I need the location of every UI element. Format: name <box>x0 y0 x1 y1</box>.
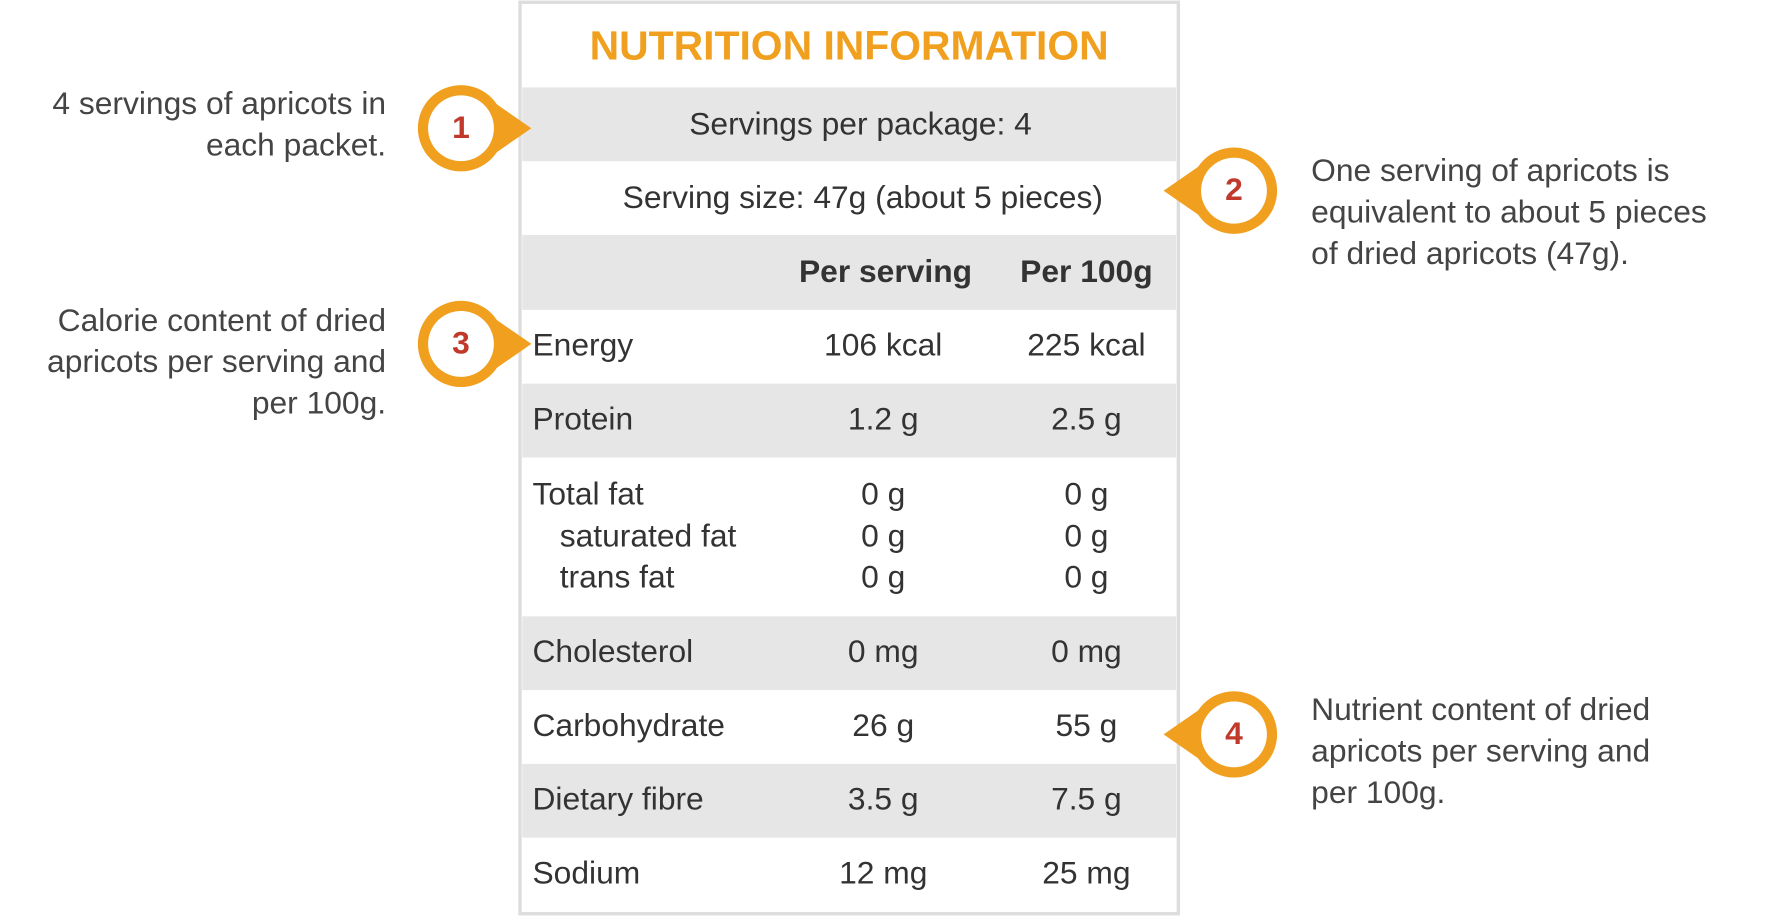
callout-inner <box>428 311 494 377</box>
per-100g-value: 2.5 g <box>1051 401 1122 437</box>
nutrient-label: Cholesterol <box>532 633 693 669</box>
callout-inner <box>428 95 494 162</box>
callout-text: apricots per serving and <box>47 343 386 379</box>
per-100g-value: 0 g <box>1064 517 1108 553</box>
nutrient-label: Energy <box>532 327 633 363</box>
servings-per-package: Servings per package: 4 <box>689 105 1032 141</box>
per-serving-value: 0 g <box>861 517 905 553</box>
callout-number: 3 <box>452 324 470 360</box>
nutrient-label: Protein <box>532 401 633 437</box>
per-100g-value: 225 kcal <box>1027 327 1145 363</box>
nutrient-label: trans fat <box>560 558 675 594</box>
nutrient-label: saturated fat <box>560 517 737 553</box>
callout-number: 2 <box>1225 171 1243 207</box>
table-title: NUTRITION INFORMATION <box>590 23 1109 69</box>
per-serving-value: 3.5 g <box>848 781 919 817</box>
callout-text: per 100g. <box>252 385 386 421</box>
row-bg <box>522 87 1177 162</box>
row-bg <box>522 763 1177 838</box>
callout-text: of dried apricots (47g). <box>1311 235 1629 271</box>
callout-text: Calorie content of dried <box>58 302 386 338</box>
callout-inner <box>1201 701 1267 768</box>
callout-number: 4 <box>1225 715 1243 751</box>
per-serving-value: 106 kcal <box>824 327 942 363</box>
column-header: Per serving <box>799 253 972 289</box>
callout-text: per 100g. <box>1311 774 1445 810</box>
nutrient-label: Dietary fibre <box>532 781 703 817</box>
serving-size: Serving size: 47g (about 5 pieces) <box>623 179 1103 215</box>
per-100g-value: 7.5 g <box>1051 781 1122 817</box>
nutrient-label: Carbohydrate <box>532 707 724 743</box>
callout-text: 4 servings of apricots in <box>52 85 386 121</box>
callout-text: One serving of apricots is <box>1311 152 1669 188</box>
row-bg <box>522 383 1177 458</box>
column-header: Per 100g <box>1020 253 1152 289</box>
callout-text: equivalent to about 5 pieces <box>1311 193 1707 229</box>
per-100g-value: 0 g <box>1064 475 1108 511</box>
per-serving-value: 0 g <box>861 475 905 511</box>
per-100g-value: 0 mg <box>1051 633 1122 669</box>
nutrient-label: Sodium <box>532 855 640 891</box>
row-bg <box>522 616 1177 691</box>
nutrient-label: Total fat <box>532 475 643 511</box>
per-100g-value: 25 mg <box>1042 855 1130 891</box>
per-serving-value: 1.2 g <box>848 401 919 437</box>
per-serving-value: 26 g <box>852 707 914 743</box>
callout-inner <box>1201 157 1267 224</box>
callout-text: Nutrient content of dried <box>1311 691 1650 727</box>
per-100g-value: 0 g <box>1064 558 1108 594</box>
per-serving-value: 12 mg <box>839 855 927 891</box>
row-bg <box>522 234 1177 310</box>
per-serving-value: 0 g <box>861 558 905 594</box>
callout-text: apricots per serving and <box>1311 733 1650 769</box>
callout-text: each packet. <box>206 126 386 162</box>
per-100g-value: 55 g <box>1055 707 1117 743</box>
callout-number: 1 <box>452 109 470 145</box>
per-serving-value: 0 mg <box>848 633 919 669</box>
